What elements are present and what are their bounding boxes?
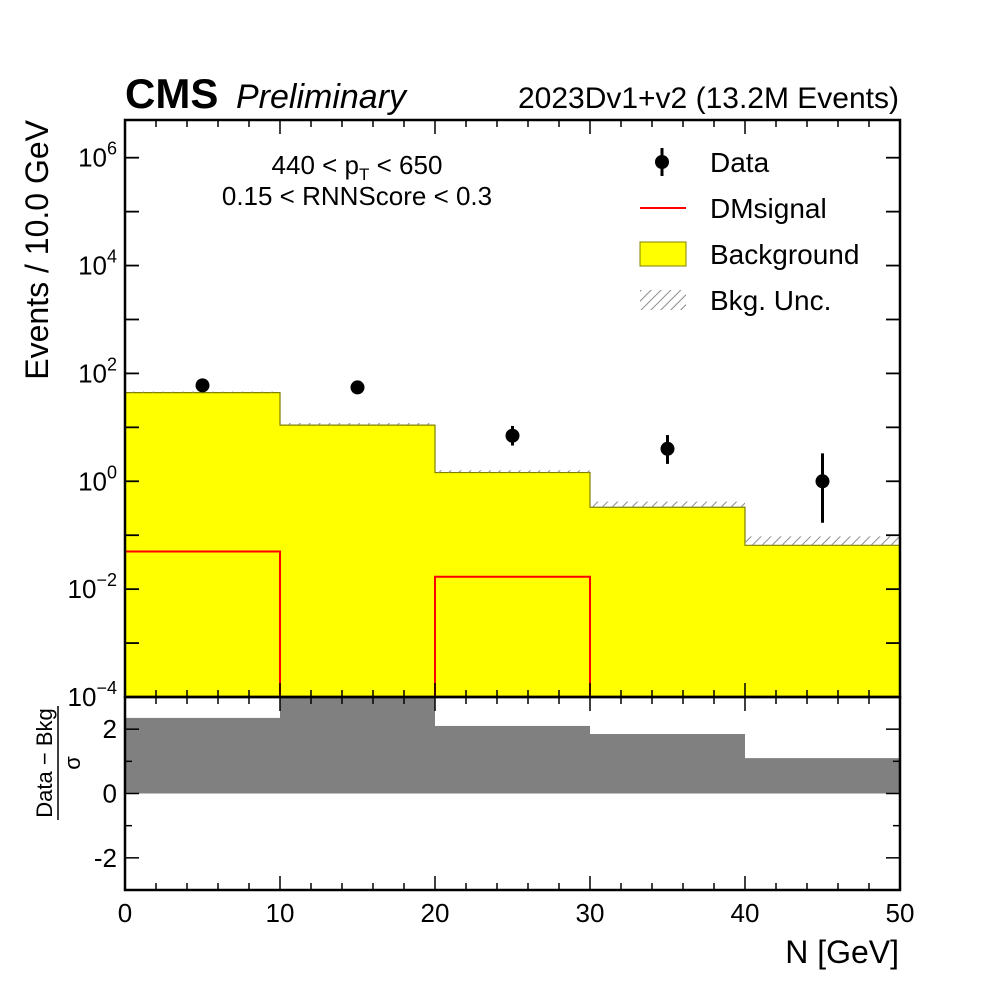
background-bar: [435, 472, 590, 697]
legend-label: DMsignal: [710, 193, 827, 224]
experiment-label: CMS: [125, 70, 218, 117]
x-axis-title: N [GeV]: [785, 934, 899, 970]
y-tick-label: 10−2: [68, 570, 117, 604]
y-tick-label: 104: [78, 247, 117, 281]
background-bar: [590, 507, 745, 697]
ratio-y-tick-label: 2: [103, 714, 117, 744]
x-tick-label: 10: [266, 898, 295, 928]
x-tick-label: 20: [421, 898, 450, 928]
legend-label: Bkg. Unc.: [710, 285, 831, 316]
ratio-y-numerator: Data − Bkg: [32, 708, 57, 817]
x-tick-label: 30: [576, 898, 605, 928]
ratio-frame: [123, 695, 902, 892]
data-point: [195, 378, 210, 393]
pt-selection-label: 440 < pT < 650: [272, 150, 443, 184]
data-point: [815, 474, 830, 489]
ratio-y-axis-title: Data − Bkg σ: [32, 706, 85, 820]
main-panel: [125, 378, 900, 697]
background-bar: [280, 425, 435, 697]
x-tick-label: 50: [886, 898, 915, 928]
data-point: [350, 380, 365, 395]
pull-bar: [125, 717, 280, 794]
y-axis-title: Events / 10.0 GeV: [19, 119, 55, 379]
ratio-panel: [125, 697, 900, 794]
legend-label: Background: [710, 239, 859, 270]
legend-uncertainty-hatch: [640, 290, 686, 310]
legend-background-box: [639, 241, 687, 267]
data-point: [505, 428, 520, 443]
ratio-y-denominator: σ: [60, 756, 85, 770]
background-bar: [745, 545, 900, 697]
uncertainty-band: [745, 536, 900, 546]
pull-bar: [280, 697, 435, 794]
status-label: Preliminary: [236, 78, 408, 116]
x-tick-label: 0: [118, 898, 132, 928]
legend: Data DMsignal Background Bkg. Unc.: [639, 147, 859, 316]
legend-data-marker: [655, 155, 669, 169]
pull-bar: [745, 758, 900, 794]
signal-line: [125, 550, 591, 697]
background-bar: [125, 392, 280, 697]
uncertainty-band: [280, 423, 435, 426]
legend-label: Data: [710, 147, 770, 178]
ratio-y-tick-label: 0: [103, 779, 117, 809]
pull-bar: [435, 725, 590, 794]
y-tick-label: 100: [78, 462, 117, 496]
uncertainty-band: [435, 470, 590, 473]
x-tick-label: 40: [731, 898, 760, 928]
data-point: [660, 441, 675, 456]
ratio-y-tick-label: -2: [94, 843, 117, 873]
y-tick-label: 102: [78, 354, 117, 388]
y-tick-label: 106: [78, 139, 117, 173]
dataset-label: 2023Dv1+v2 (13.2M Events): [518, 82, 899, 115]
rnn-selection-label: 0.15 < RNNScore < 0.3: [222, 181, 492, 211]
uncertainty-band: [590, 501, 745, 508]
pull-bar: [590, 733, 745, 794]
y-tick-label: 10−4: [68, 678, 117, 712]
